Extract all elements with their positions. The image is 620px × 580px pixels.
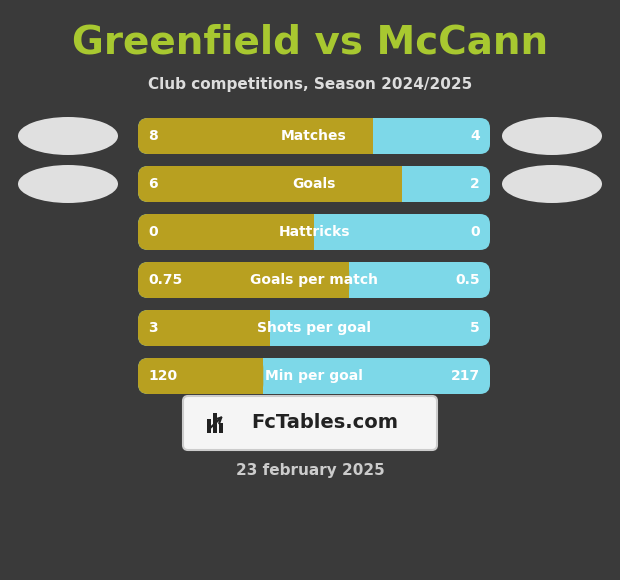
Polygon shape xyxy=(260,310,270,346)
FancyBboxPatch shape xyxy=(138,262,349,298)
Text: Club competitions, Season 2024/2025: Club competitions, Season 2024/2025 xyxy=(148,78,472,92)
Text: Goals per match: Goals per match xyxy=(250,273,378,287)
Text: 2: 2 xyxy=(470,177,480,191)
Bar xyxy=(219,423,223,433)
Text: 3: 3 xyxy=(148,321,157,335)
Ellipse shape xyxy=(18,117,118,155)
Text: 120: 120 xyxy=(148,369,177,383)
Text: Shots per goal: Shots per goal xyxy=(257,321,371,335)
Ellipse shape xyxy=(502,117,602,155)
FancyBboxPatch shape xyxy=(138,214,490,250)
FancyBboxPatch shape xyxy=(138,166,490,202)
Text: Min per goal: Min per goal xyxy=(265,369,363,383)
Text: 4: 4 xyxy=(470,129,480,143)
Text: 6: 6 xyxy=(148,177,157,191)
Bar xyxy=(207,419,211,433)
Text: Hattricks: Hattricks xyxy=(278,225,350,239)
FancyBboxPatch shape xyxy=(138,166,402,202)
FancyBboxPatch shape xyxy=(183,396,437,450)
FancyBboxPatch shape xyxy=(138,214,314,250)
Bar xyxy=(213,413,217,433)
FancyBboxPatch shape xyxy=(138,262,490,298)
FancyBboxPatch shape xyxy=(138,358,490,394)
Text: FcTables.com: FcTables.com xyxy=(252,414,399,433)
Ellipse shape xyxy=(18,165,118,203)
Text: 217: 217 xyxy=(451,369,480,383)
Text: Matches: Matches xyxy=(281,129,347,143)
Text: Greenfield vs McCann: Greenfield vs McCann xyxy=(72,23,548,61)
FancyBboxPatch shape xyxy=(138,118,490,154)
Ellipse shape xyxy=(502,165,602,203)
Polygon shape xyxy=(392,166,402,202)
FancyBboxPatch shape xyxy=(138,310,490,346)
FancyBboxPatch shape xyxy=(138,118,373,154)
Text: 23 february 2025: 23 february 2025 xyxy=(236,462,384,477)
Polygon shape xyxy=(339,262,349,298)
Text: 8: 8 xyxy=(148,129,157,143)
FancyBboxPatch shape xyxy=(138,310,270,346)
Text: 0.5: 0.5 xyxy=(455,273,480,287)
Text: 0: 0 xyxy=(471,225,480,239)
Polygon shape xyxy=(254,358,264,394)
Text: Goals: Goals xyxy=(292,177,335,191)
Text: 0: 0 xyxy=(148,225,157,239)
Polygon shape xyxy=(304,214,314,250)
Text: 0.75: 0.75 xyxy=(148,273,182,287)
Polygon shape xyxy=(363,118,373,154)
FancyBboxPatch shape xyxy=(138,358,264,394)
Text: 5: 5 xyxy=(470,321,480,335)
